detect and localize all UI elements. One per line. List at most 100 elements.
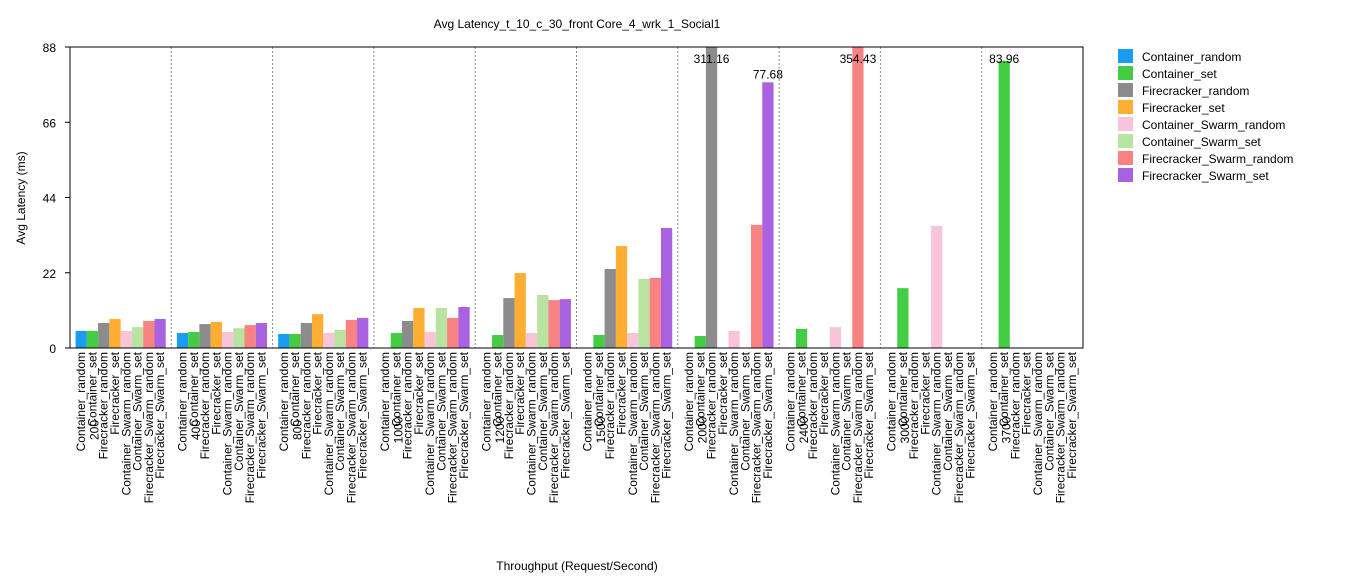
bar-label: Firecracker_set [817,351,831,434]
bar-label: Container_set [795,351,809,426]
legend-label: Firecracker_Swarm_random [1142,152,1293,166]
bar [75,330,87,348]
bar [615,246,628,348]
bar [897,288,909,348]
value-label: 311.16 [694,52,730,66]
bar-label: Container_Swarm_random [119,352,133,495]
bar-label: Container_set [896,351,910,426]
bar [221,331,234,348]
bar-label: Firecracker_Swarm_set [457,351,471,478]
legend-label: Container_set [1142,67,1217,81]
bar-label: Firecracker_Swarm_random [952,352,966,503]
bar-label: Container_Swarm_set [941,351,955,470]
bar-label: Firecracker_set [108,351,122,434]
bar-label: Container_Swarm_set [536,351,550,470]
bar-label: Firecracker_Swarm_random [344,352,358,503]
bar [278,333,290,348]
bar-label: Container_random [783,352,797,451]
bar [86,330,99,348]
bar [931,225,943,348]
bar [627,332,639,348]
legend-label: Container_Swarm_set [1142,135,1261,149]
bar [120,330,132,348]
bar [852,47,864,348]
bar [154,318,166,348]
bar-label: Firecracker_Swarm_random [243,352,257,503]
bar [728,330,740,348]
bar-label: Firecracker_random [705,352,719,459]
bar-label: Container_Swarm_set [1042,351,1056,470]
bar [413,307,425,348]
plot-frame [69,46,1084,349]
y-tick-label: 88 [43,41,57,55]
bar-label: Container_set [592,351,606,426]
bar-label: Firecracker_set [311,351,325,434]
bar-label: Firecracker_Swarm_set [660,351,674,478]
bar [98,323,110,348]
x-tick-label: 200 [88,420,102,440]
bar [300,323,312,348]
bar [233,328,245,348]
bar-label: Container_Swarm_random [626,352,640,495]
bar [795,328,808,348]
legend-swatch [1118,168,1133,182]
x-axis-label: Throughput (Request/Second) [496,559,657,573]
bar [660,227,673,348]
bar-label: Container_Swarm_set [333,351,347,470]
bar-label: Firecracker_random [502,352,516,459]
bar-label: Firecracker_set [1020,351,1034,434]
bar [762,82,774,348]
bar-label: Firecracker_set [412,351,426,434]
bar [424,331,436,348]
bar-label: Firecracker_Swarm_random [446,352,460,503]
bar [289,333,301,348]
y-tick-label: 22 [43,267,57,281]
bar-label: Container_random [682,352,696,451]
bar-label: Container_Swarm_random [828,352,842,495]
bar [402,320,414,348]
y-tick-label: 44 [43,192,57,206]
legend-label: Firecracker_Swarm_set [1142,169,1269,183]
bar-label: Firecracker_Swarm_set [862,351,876,478]
bar [503,298,515,348]
bar-label: Firecracker_Swarm_random [1054,352,1068,503]
bar-label: Container_set [389,351,403,426]
chart-title: Avg Latency_t_10_c_30_front Core_4_wrk_1… [434,17,721,31]
bar-label: Container_set [288,351,302,426]
legend-swatch [1118,100,1133,114]
bar-label: Firecracker_random [97,352,111,459]
bar [199,324,211,348]
x-tick-label: 800 [290,420,304,440]
bar-label: Container_set [187,351,201,426]
bar-label: Container_Swarm_random [727,352,741,495]
y-tick-label: 66 [43,116,57,130]
bar-label: Container_Swarm_set [434,351,448,470]
bar-label: Container_set [85,351,99,426]
bar-label: Container_random [885,352,899,451]
bar-label: Firecracker_set [615,351,629,434]
legend-swatch [1118,49,1133,63]
y-tick-label: 0 [49,342,56,356]
bar-label: Firecracker_random [603,352,617,459]
legend-swatch [1118,134,1133,148]
bar-label: Container_set [491,351,505,426]
bar-label: Firecracker_Swarm_set [1065,351,1079,478]
bar-label: Container_Swarm_set [738,351,752,470]
x-tick-label: 1500 [594,416,608,443]
bar-label: Firecracker_Swarm_random [547,352,561,503]
bar-label: Container_Swarm_random [423,352,437,495]
bar-label: Firecracker_Swarm_set [153,351,167,478]
x-tick-label: 3700 [999,416,1013,443]
bar-label: Firecracker_Swarm_random [750,352,764,503]
bar [525,332,538,348]
legend-label: Container_random [1142,50,1241,64]
bar-label: Firecracker_set [716,351,730,434]
bar-label: Container_Swarm_set [840,351,854,470]
legend-swatch [1118,66,1133,80]
bar [143,320,155,348]
bar [435,307,448,348]
legend-swatch [1118,117,1133,131]
bar-label: Firecracker_Swarm_set [761,351,775,478]
bar [210,322,222,348]
